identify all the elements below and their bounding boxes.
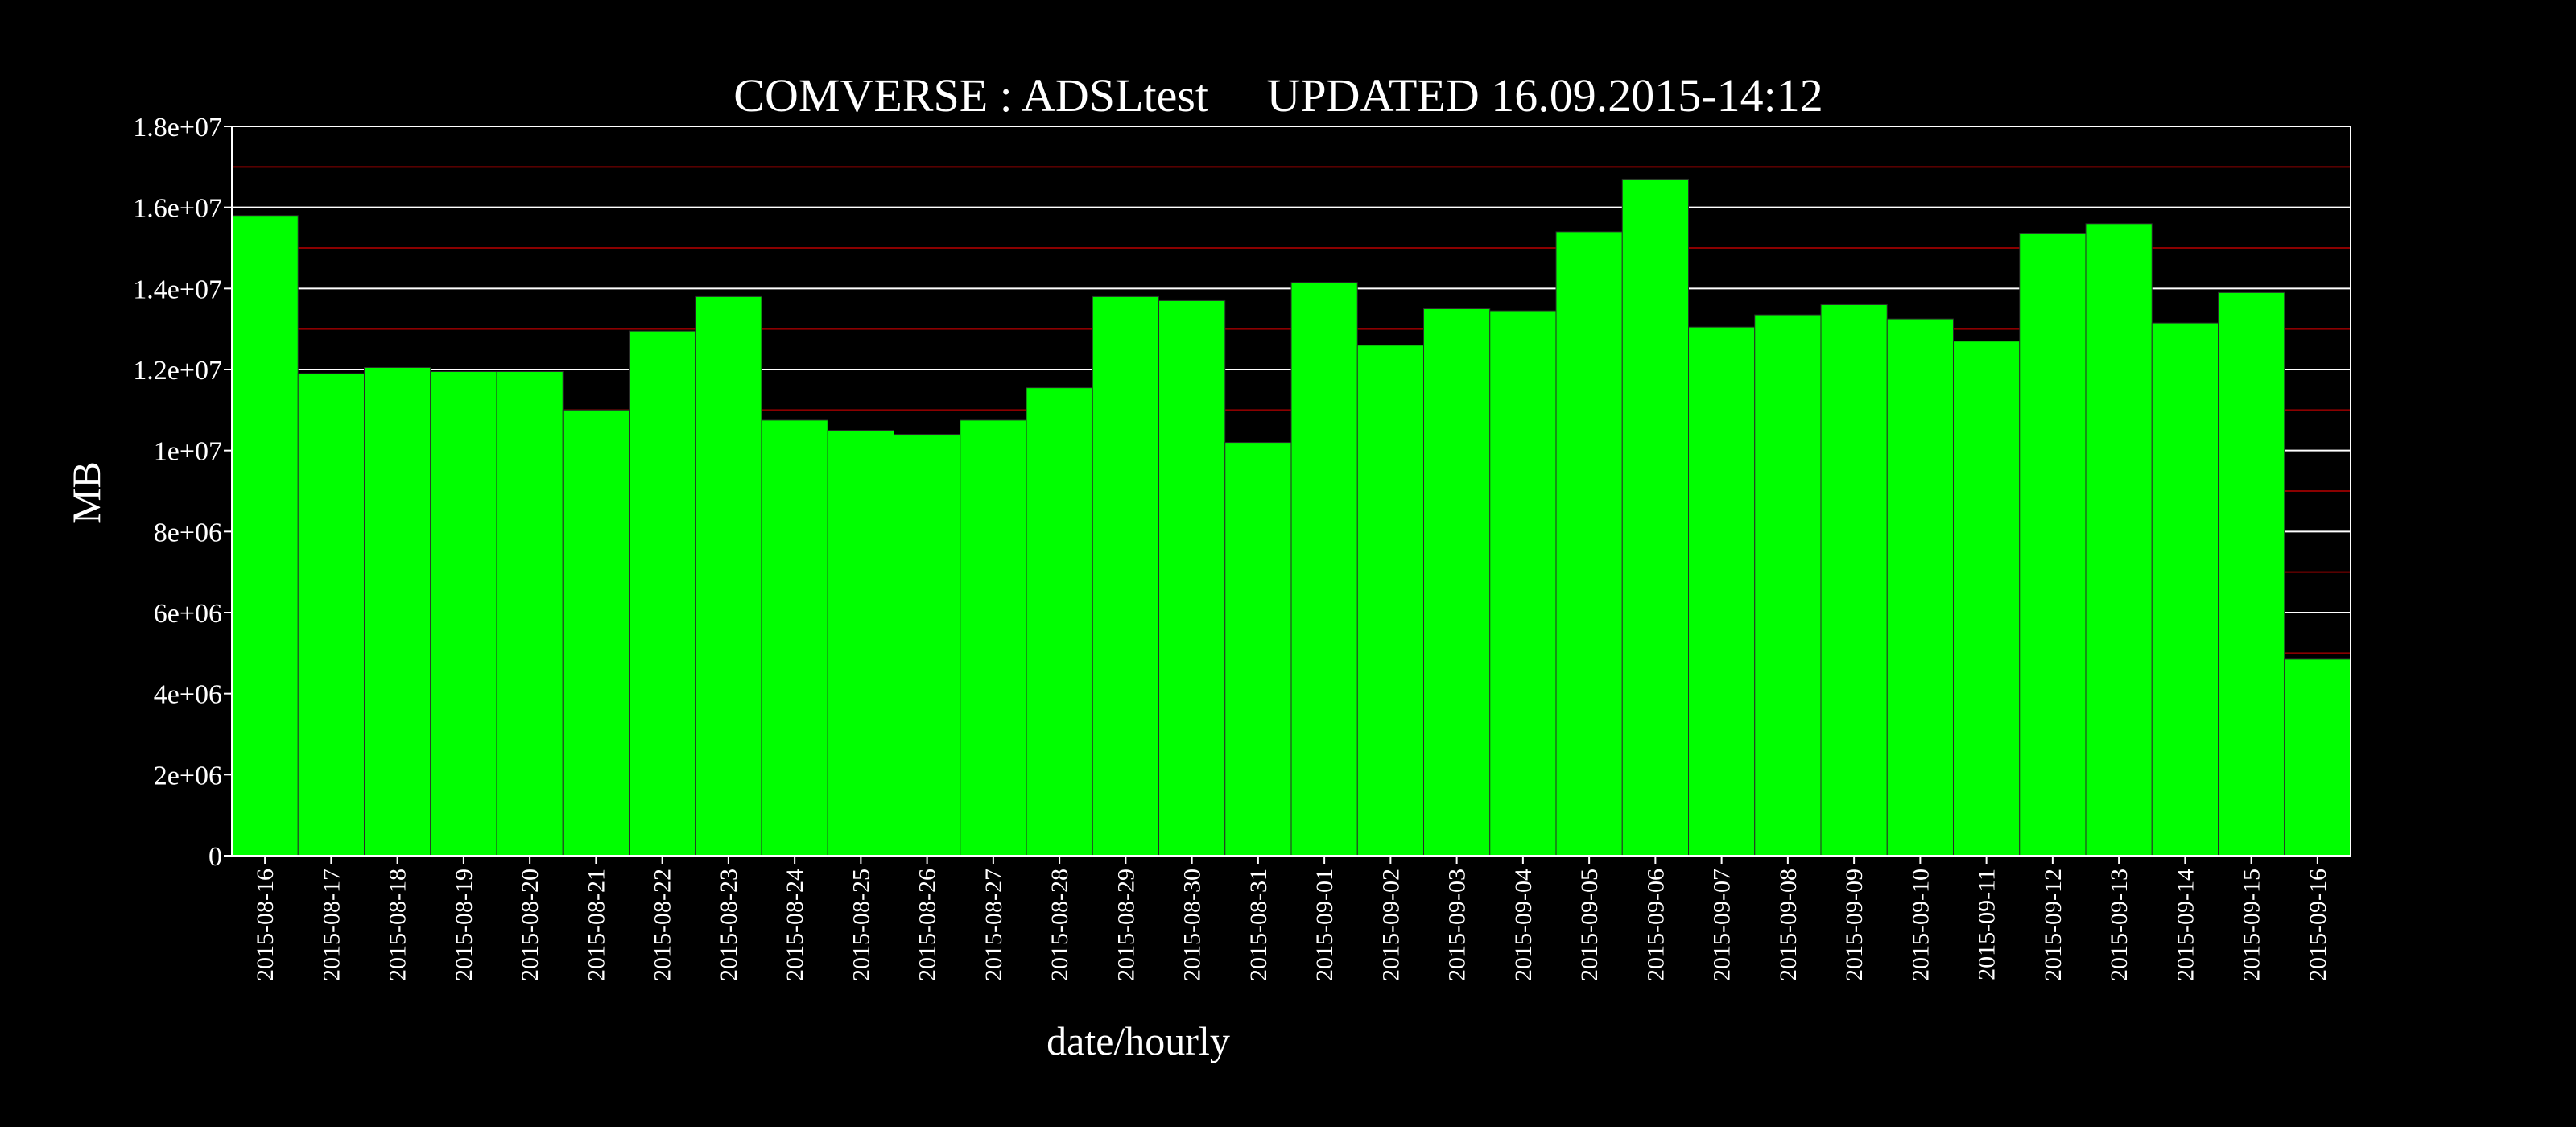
y-tick-label: 1.4e+07 xyxy=(133,275,222,304)
y-tick-label: 1.2e+07 xyxy=(133,356,222,386)
bar-2015-09-09 xyxy=(1820,303,1888,857)
x-tick-label: 2015-08-23 xyxy=(716,869,742,981)
x-tick-label: 2015-09-15 xyxy=(2239,869,2265,981)
x-tick-label: 2015-09-10 xyxy=(1907,869,1934,981)
bar-2015-08-28 xyxy=(1026,387,1093,857)
bar-2015-09-05 xyxy=(1555,231,1623,857)
bar-2015-09-02 xyxy=(1356,345,1424,857)
bar-2015-09-07 xyxy=(1688,326,1756,857)
bar-2015-08-21 xyxy=(562,409,630,857)
x-tick-label: 2015-09-04 xyxy=(1510,869,1537,981)
x-tick-label: 2015-08-20 xyxy=(517,869,543,981)
bar-2015-08-25 xyxy=(827,430,894,857)
bar-2015-09-16 xyxy=(2284,658,2351,857)
x-tick-label: 2015-09-16 xyxy=(2305,869,2331,981)
bar-2015-09-06 xyxy=(1621,178,1689,857)
bar-2015-08-29 xyxy=(1092,295,1159,857)
x-tick-label: 2015-08-16 xyxy=(252,869,279,981)
x-tick-label: 2015-09-13 xyxy=(2106,869,2132,981)
x-tick-label: 2015-08-17 xyxy=(318,869,345,981)
x-tick-label: 2015-08-25 xyxy=(848,869,874,981)
x-tick-label: 2015-09-03 xyxy=(1444,869,1471,981)
bar-2015-08-26 xyxy=(894,434,961,857)
x-tick-label: 2015-08-29 xyxy=(1113,869,1139,981)
plot-frame xyxy=(231,126,2351,857)
x-tick-label: 2015-08-19 xyxy=(451,869,477,981)
y-axis-label: MB xyxy=(64,461,109,524)
x-tick-label: 2015-08-21 xyxy=(583,869,609,981)
bar-2015-09-03 xyxy=(1423,308,1491,857)
x-tick-label: 2015-08-18 xyxy=(385,869,411,981)
x-tick-label: 2015-09-07 xyxy=(1709,869,1736,981)
bar-2015-08-22 xyxy=(629,330,696,857)
bar-2015-08-27 xyxy=(960,419,1027,857)
y-tick-label: 1.6e+07 xyxy=(133,194,222,224)
bar-2015-08-31 xyxy=(1224,442,1292,857)
bar-2015-08-23 xyxy=(695,295,762,857)
x-tick-label: 2015-09-01 xyxy=(1311,869,1338,981)
bar-2015-09-14 xyxy=(2151,322,2219,857)
y-tick-label: 1.8e+07 xyxy=(133,113,222,142)
bar-2015-08-20 xyxy=(496,371,564,857)
bar-2015-08-19 xyxy=(430,371,497,857)
bar-2015-08-17 xyxy=(297,373,365,857)
y-tick-label: 1e+07 xyxy=(154,437,222,467)
x-tick-label: 2015-09-09 xyxy=(1841,869,1868,981)
x-tick-label: 2015-09-12 xyxy=(2040,869,2066,981)
y-tick-label: 4e+06 xyxy=(154,680,222,710)
x-tick-label: 2015-08-31 xyxy=(1245,869,1272,981)
bar-2015-09-08 xyxy=(1754,314,1822,857)
bar-2015-09-15 xyxy=(2218,291,2285,857)
bar-2015-09-11 xyxy=(1953,341,2021,857)
x-tick-label: 2015-08-28 xyxy=(1046,869,1073,981)
x-tick-label: 2015-08-24 xyxy=(782,869,808,981)
y-axis: 0 2e+06 4e+06 6e+06 8e+06 1e+07 1.2e+07 1.4e+07… xyxy=(133,113,232,872)
x-tick-label: 2015-08-30 xyxy=(1179,869,1206,981)
x-axis: 2015-08-16 2015-08-17 2015-08-18 2015-08-19… xyxy=(252,856,2331,981)
y-tick-label: 2e+06 xyxy=(154,761,222,791)
chart-title: COMVERSE : ADSLtest UPDATED 16.09.2015-1… xyxy=(733,69,1823,122)
y-tick-label: 0 xyxy=(208,842,222,872)
bar-2015-09-13 xyxy=(2085,223,2153,857)
y-tick-label: 6e+06 xyxy=(154,599,222,629)
x-tick-label: 2015-09-05 xyxy=(1576,869,1603,981)
x-tick-label: 2015-08-26 xyxy=(914,869,941,981)
x-tick-label: 2015-08-22 xyxy=(650,869,676,981)
x-tick-label: 2015-09-14 xyxy=(2172,869,2198,981)
x-tick-label: 2015-09-06 xyxy=(1642,869,1669,981)
bar-2015-09-10 xyxy=(1886,318,1954,857)
bar-2015-08-18 xyxy=(364,366,431,857)
bar-2015-09-04 xyxy=(1489,310,1557,857)
x-tick-label: 2015-09-08 xyxy=(1775,869,1802,981)
bar-2015-08-16 xyxy=(231,215,299,857)
x-tick-label: 2015-08-27 xyxy=(980,869,1007,981)
bar-2015-08-24 xyxy=(761,419,828,857)
x-tick-label: 2015-09-02 xyxy=(1377,869,1404,981)
bar-2015-09-01 xyxy=(1290,282,1358,857)
x-tick-label: 2015-09-11 xyxy=(1974,869,2000,980)
bar-2015-09-12 xyxy=(2019,233,2087,857)
y-tick-label: 8e+06 xyxy=(154,518,222,547)
bar-2015-08-30 xyxy=(1158,299,1226,857)
bars xyxy=(231,178,2351,857)
x-axis-label: date/hourly xyxy=(1046,1018,1230,1063)
